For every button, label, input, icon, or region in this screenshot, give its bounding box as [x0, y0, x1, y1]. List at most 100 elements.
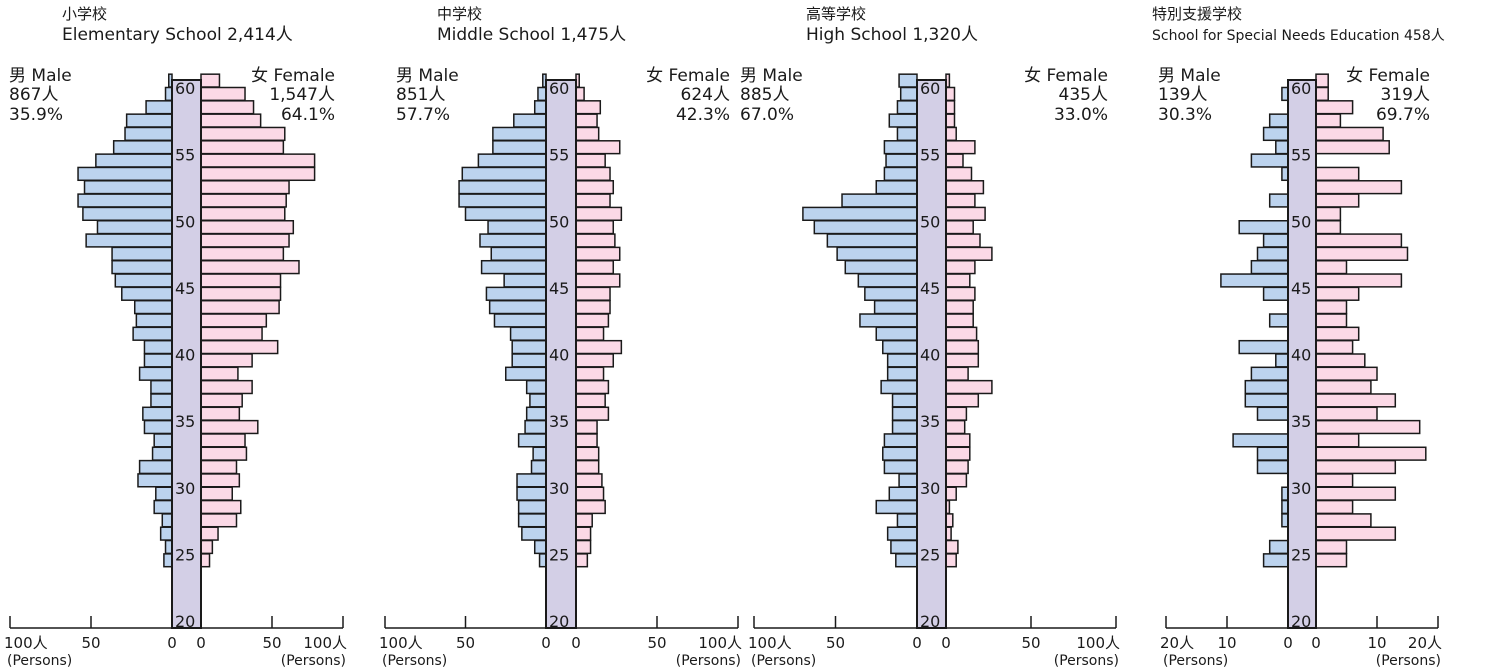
- x-unit-left: (Persons): [1163, 653, 1228, 669]
- male-bar: [895, 553, 918, 568]
- male-bar: [896, 513, 918, 528]
- male-bar: [517, 433, 547, 448]
- female-bar: [945, 126, 957, 142]
- male-bar: [150, 393, 173, 408]
- male-bar: [487, 220, 547, 235]
- male-bar: [511, 353, 547, 368]
- male-bar: [137, 473, 173, 488]
- male-bar: [883, 140, 918, 155]
- female-bar: [1315, 326, 1360, 341]
- female-bar: [1315, 433, 1360, 448]
- male-label: 男 Male: [9, 66, 72, 86]
- age-tick-label: 60: [920, 79, 940, 98]
- male-bar: [135, 313, 173, 328]
- male-bar: [142, 406, 173, 421]
- female-bar: [575, 246, 621, 261]
- female-bar: [945, 206, 986, 222]
- age-tick-label: 50: [1291, 212, 1311, 231]
- male-bar: [159, 526, 173, 541]
- male-count: 867人: [9, 85, 58, 105]
- chart-title-ja: 中学校: [437, 5, 482, 23]
- female-bar: [945, 313, 974, 328]
- female-bar: [575, 286, 611, 301]
- age-tick-label: 55: [1291, 146, 1311, 165]
- x-tick-label: 20人: [1160, 634, 1194, 652]
- female-bar: [1315, 259, 1348, 275]
- female-bar: [200, 273, 282, 288]
- male-bar: [532, 446, 547, 461]
- female-bar: [200, 473, 241, 488]
- female-bar: [945, 393, 980, 408]
- female-bar: [200, 486, 233, 501]
- male-bar: [886, 353, 918, 368]
- female-bar: [945, 86, 956, 102]
- female-bar: [200, 393, 243, 408]
- male-bar: [492, 140, 547, 155]
- female-bar: [945, 299, 974, 315]
- male-bar: [883, 166, 918, 182]
- female-bar: [200, 499, 242, 515]
- x-tick-label: 100人: [379, 634, 423, 652]
- female-bar: [200, 299, 280, 315]
- male-bar: [521, 526, 547, 541]
- male-bar: [524, 419, 547, 435]
- male-bar: [882, 339, 918, 355]
- female-bar: [1315, 473, 1354, 488]
- chart-title-ja: 小学校: [62, 5, 107, 23]
- female-bar: [1315, 339, 1354, 355]
- female-bar: [200, 100, 255, 115]
- female-bar: [575, 406, 610, 421]
- male-bar: [1250, 153, 1289, 168]
- age-tick-label: 55: [549, 146, 569, 165]
- male-bar: [1262, 553, 1289, 568]
- male-bar: [490, 246, 547, 261]
- female-bar: [575, 393, 606, 408]
- age-axis-band: [545, 79, 577, 629]
- female-bar: [200, 259, 300, 275]
- male-bar: [886, 526, 918, 541]
- female-bar: [575, 459, 600, 475]
- female-share: 64.1%: [281, 105, 335, 125]
- male-bar: [517, 513, 547, 528]
- female-bar: [200, 553, 211, 568]
- male-bar: [464, 206, 547, 222]
- female-bar: [200, 326, 263, 341]
- male-bar: [1275, 353, 1289, 368]
- x-tick-label: 50: [826, 634, 845, 652]
- x-tick-label: 0: [912, 634, 922, 652]
- age-tick-label: 50: [549, 212, 569, 231]
- x-unit-right: (Persons): [1054, 653, 1119, 669]
- male-bar: [533, 100, 547, 115]
- male-bar: [885, 153, 918, 168]
- female-bar: [945, 419, 966, 435]
- female-bar: [200, 206, 286, 222]
- age-tick-label: 35: [1291, 412, 1311, 431]
- age-tick-label: 25: [549, 545, 569, 564]
- male-bar: [153, 499, 173, 515]
- age-tick-label: 40: [920, 346, 940, 365]
- female-bar: [945, 539, 959, 555]
- female-label: 女 Female: [646, 66, 730, 86]
- male-bar: [533, 539, 547, 555]
- female-bar: [945, 220, 974, 235]
- female-bar: [1315, 126, 1384, 142]
- male-bar: [505, 366, 547, 381]
- male-bar: [1232, 433, 1289, 448]
- age-tick-label: 40: [1291, 346, 1311, 365]
- female-bar: [200, 339, 279, 355]
- male-bar: [1220, 273, 1289, 288]
- age-tick-label: 30: [920, 479, 940, 498]
- male-bar: [111, 246, 173, 261]
- x-tick-label: 0: [1283, 634, 1293, 652]
- age-tick-label: 50: [175, 212, 195, 231]
- age-tick-label: 30: [1291, 479, 1311, 498]
- x-unit-left: (Persons): [7, 653, 72, 669]
- female-bar: [1315, 406, 1378, 421]
- female-bar: [945, 459, 969, 475]
- x-tick-label: 100人: [1076, 634, 1120, 652]
- male-bar: [458, 193, 547, 208]
